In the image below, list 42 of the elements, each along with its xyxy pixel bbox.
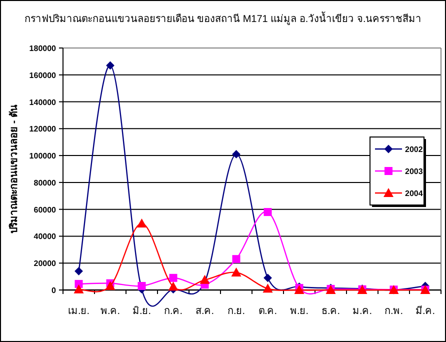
- y-tick-label: 120000: [29, 124, 57, 134]
- x-tick-label: มี.ค.: [415, 305, 436, 317]
- y-tick-label: 80000: [34, 178, 57, 188]
- point: [169, 274, 178, 282]
- y-tick-label: 180000: [29, 44, 57, 53]
- y-tick-label: 40000: [34, 232, 57, 242]
- x-tick-label: พ.ย.: [290, 306, 309, 317]
- point: [106, 61, 114, 70]
- chart-title: กราฟปริมาณตะกอนแขวนลอยรายเดือน ของสถานี M171 แม่มูล อ.วังน้ำเขียว จ.นครราชสีมา: [24, 11, 422, 25]
- x-tick-label: ม.ค.: [352, 306, 372, 317]
- point: [74, 284, 84, 294]
- x-tick-label: ส.ค.: [195, 306, 214, 317]
- x-tick-label: เม.ย.: [68, 306, 90, 317]
- y-tick-label: 160000: [29, 70, 57, 80]
- point: [264, 274, 272, 282]
- x-tick-label: มิ.ย.: [132, 306, 152, 317]
- y-tick-label: 140000: [29, 98, 57, 107]
- y-axis-title: ปริมาณตะกอนแขวนลอย - ตัน: [8, 104, 20, 234]
- point: [262, 284, 273, 293]
- point: [200, 274, 210, 284]
- point: [105, 280, 116, 290]
- legend-label: 2003: [405, 167, 424, 176]
- x-tick-label: พ.ค.: [100, 306, 120, 317]
- x-tick-label: ก.ย.: [227, 306, 246, 317]
- y-tick-label: 60000: [34, 205, 57, 214]
- point: [138, 282, 146, 290]
- x-tick-label: ต.ค.: [258, 306, 278, 317]
- x-tick-label: ธ.ค.: [321, 306, 340, 317]
- point: [232, 150, 240, 158]
- legend-label: 2002: [405, 145, 424, 154]
- x-tick-label: ก.ค.: [164, 306, 183, 317]
- y-tick-label: 100000: [29, 152, 57, 161]
- point: [264, 208, 272, 216]
- point: [136, 218, 147, 228]
- y-tick-label: 0: [52, 286, 57, 295]
- y-tick-label: 20000: [34, 259, 57, 268]
- point: [231, 268, 242, 277]
- point: [74, 266, 83, 276]
- legend-label: 2004: [405, 189, 424, 198]
- point: [232, 255, 240, 264]
- point: [168, 282, 178, 291]
- x-tick-label: ก.พ.: [384, 306, 404, 317]
